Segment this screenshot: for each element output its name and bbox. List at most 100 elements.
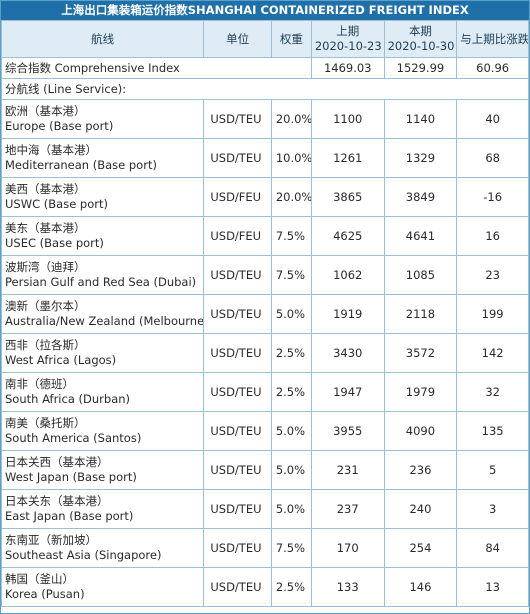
route-name-zh: 欧洲（基本港） (5, 104, 86, 118)
header-change: 与上期比涨跌 (456, 20, 529, 58)
table-row: 南美（桑托斯） South America (Santos) USD/TEU 5.0%… (0, 411, 529, 451)
route-name: 南非（德班） South Africa (Durban) (0, 372, 205, 412)
route-cur: 3849 (383, 177, 458, 217)
route-weight: 2.5% (270, 567, 312, 607)
route-name-zh: 东南亚（新加坡） (5, 533, 97, 547)
route-change: 5 (456, 450, 529, 490)
route-unit: USD/TEU (203, 411, 272, 451)
route-unit: USD/TEU (203, 138, 272, 178)
route-prev: 231 (310, 450, 385, 490)
route-weight: 2.5% (270, 333, 312, 373)
composite-change: 60.96 (456, 57, 529, 79)
header-route: 航线 (0, 20, 205, 58)
composite-cur: 1529.99 (383, 57, 458, 79)
route-name: 地中海（基本港） Mediterranean (Base port) (0, 138, 205, 178)
table-row: 波斯湾（迪拜） Persian Gulf and Red Sea (Dubai) U… (0, 255, 529, 295)
route-cur: 240 (383, 489, 458, 529)
route-prev: 1947 (310, 372, 385, 412)
route-weight: 20.0% (270, 177, 312, 217)
route-name: 韩国（釜山） Korea (Pusan) (0, 567, 205, 607)
table-row: 南非（德班） South Africa (Durban) USD/TEU 2.5% 19… (0, 372, 529, 412)
route-name-en: South Africa (Durban) (5, 392, 131, 406)
route-name-zh: 日本关西（基本港） (5, 455, 109, 469)
route-cur: 2118 (383, 294, 458, 334)
freight-index-table: 航线 单位 权重 上期 2020-10-23 本期 2020-10-30 与上期… (0, 20, 529, 607)
header-unit: 单位 (203, 20, 272, 58)
composite-row: 综合指数 Comprehensive Index 1469.03 1529.99… (1, 57, 529, 79)
route-cur: 4641 (383, 216, 458, 256)
route-cur: 1979 (383, 372, 458, 412)
route-prev: 3865 (310, 177, 385, 217)
route-change: 135 (456, 411, 529, 451)
header-prev-label: 上期 (336, 24, 360, 38)
route-name-en: Australia/New Zealand (Melbourne) (5, 314, 204, 328)
route-cur: 146 (383, 567, 458, 607)
route-change: 84 (456, 528, 529, 568)
route-name: 澳新（墨尔本） Australia/New Zealand (Melbourne) (0, 294, 205, 334)
route-weight: 7.5% (270, 528, 312, 568)
route-prev: 3955 (310, 411, 385, 451)
route-prev: 1261 (310, 138, 385, 178)
route-unit: USD/TEU (203, 567, 272, 607)
header-weight: 权重 (270, 20, 312, 58)
route-change: 23 (456, 255, 529, 295)
route-name: 西非（拉各斯） West Africa (Lagos) (0, 333, 205, 373)
route-prev: 1062 (310, 255, 385, 295)
route-unit: USD/TEU (203, 489, 272, 529)
route-cur: 1085 (383, 255, 458, 295)
table-row: 日本关东（基本港） East Japan (Base port) USD/TEU 5.… (0, 489, 529, 529)
route-weight: 7.5% (270, 216, 312, 256)
header-prev: 上期 2020-10-23 (310, 20, 385, 58)
route-prev: 170 (310, 528, 385, 568)
route-weight: 5.0% (270, 411, 312, 451)
section-row: 分航线 (Line Service): (1, 78, 529, 100)
table-row: 欧洲（基本港） Europe (Base port) USD/TEU 20.0% 110… (0, 99, 529, 139)
route-change: 13 (456, 567, 529, 607)
route-name-en: Persian Gulf and Red Sea (Dubai) (5, 275, 197, 289)
route-name-zh: 日本关东（基本港） (5, 494, 109, 508)
route-cur: 254 (383, 528, 458, 568)
table-row: 澳新（墨尔本） Australia/New Zealand (Melbourne)… (0, 294, 529, 334)
table-row: 日本关西（基本港） West Japan (Base port) USD/TEU 5.… (0, 450, 529, 490)
route-weight: 10.0% (270, 138, 312, 178)
route-name-en: USWC (Base port) (5, 197, 108, 211)
route-name: 日本关西（基本港） West Japan (Base port) (0, 450, 205, 490)
route-unit: USD/TEU (203, 99, 272, 139)
route-name-en: Korea (Pusan) (5, 587, 85, 601)
route-change: 68 (456, 138, 529, 178)
route-prev: 4625 (310, 216, 385, 256)
route-cur: 1329 (383, 138, 458, 178)
route-prev: 1919 (310, 294, 385, 334)
route-weight: 5.0% (270, 489, 312, 529)
header-cur-date: 2020-10-30 (387, 39, 455, 53)
route-name-zh: 波斯湾（迪拜） (5, 260, 86, 274)
route-name: 日本关东（基本港） East Japan (Base port) (0, 489, 205, 529)
route-name-zh: 南非（德班） (5, 377, 74, 391)
table-row: 东南亚（新加坡） Southeast Asia (Singapore) USD/TE… (0, 528, 529, 568)
route-name-zh: 美西（基本港） (5, 182, 86, 196)
table-row: 西非（拉各斯） West Africa (Lagos) USD/TEU 2.5% 343… (0, 333, 529, 373)
route-change: 32 (456, 372, 529, 412)
route-cur: 3572 (383, 333, 458, 373)
route-change: 3 (456, 489, 529, 529)
route-unit: USD/TEU (203, 294, 272, 334)
route-change: 40 (456, 99, 529, 139)
route-change: -16 (456, 177, 529, 217)
header-cur-label: 本期 (408, 24, 432, 38)
route-prev: 237 (310, 489, 385, 529)
route-cur: 236 (383, 450, 458, 490)
route-unit: USD/TEU (203, 372, 272, 412)
header-prev-date: 2020-10-23 (314, 39, 382, 53)
table-row: 美东（基本港） USEC (Base port) USD/FEU 7.5% 4625 46… (0, 216, 529, 256)
table-row: 美西（基本港） USWC (Base port) USD/FEU 20.0% 3865 3… (0, 177, 529, 217)
composite-label: 综合指数 Comprehensive Index (1, 57, 312, 79)
route-weight: 2.5% (270, 372, 312, 412)
route-name-zh: 美东（基本港） (5, 221, 86, 235)
route-name-en: East Japan (Base port) (5, 509, 134, 523)
header-cur: 本期 2020-10-30 (383, 20, 458, 58)
route-prev: 3430 (310, 333, 385, 373)
route-prev: 133 (310, 567, 385, 607)
route-name-en: Southeast Asia (Singapore) (5, 548, 162, 562)
route-cur: 4090 (383, 411, 458, 451)
